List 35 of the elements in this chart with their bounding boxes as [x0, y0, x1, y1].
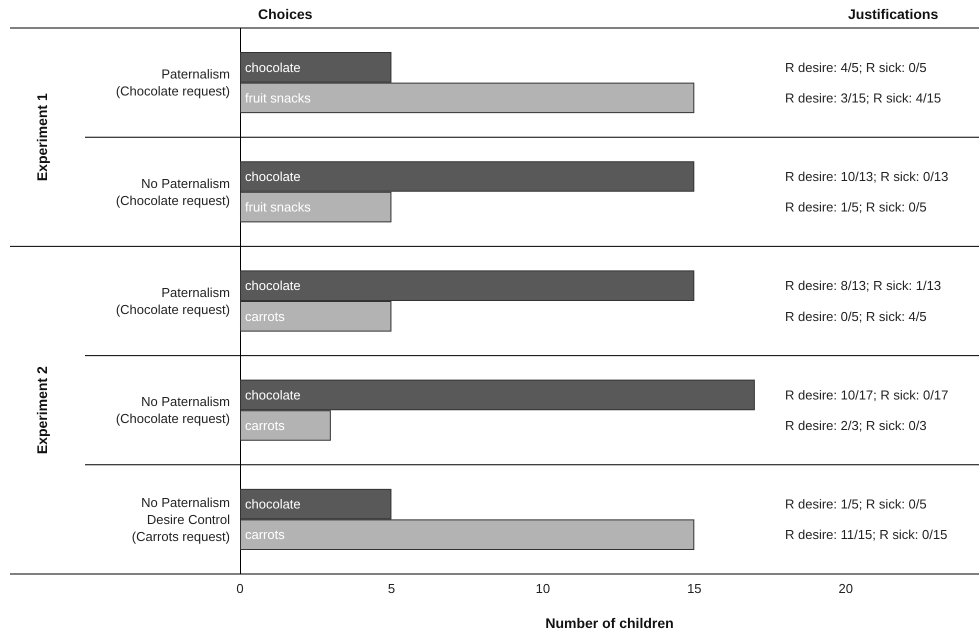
- data-label: carrots: [245, 308, 286, 324]
- x-tick-label: 0: [236, 581, 244, 596]
- annotation: R desire: 3/15; R sick: 4/15: [785, 90, 942, 106]
- annotation: R desire: 0/5; R sick: 4/5: [785, 308, 927, 324]
- x-axis-title: Number of children: [545, 615, 674, 631]
- annotation: R desire: 1/5; R sick: 0/5: [785, 200, 927, 215]
- annotation: R desire: 11/15; R sick: 0/15: [785, 527, 948, 542]
- y-tick-label: No Paternalism Desire Control (Carrots request): [132, 494, 230, 544]
- y-tick-label: No Paternalism (Chocolate request): [116, 176, 230, 208]
- y-tick-label: No Paternalism (Chocolate request): [116, 394, 230, 426]
- data-label: chocolate: [245, 60, 301, 75]
- annotation: R desire: 10/17; R sick: 0/17: [785, 387, 948, 402]
- data-label: carrots: [245, 527, 286, 542]
- data-label: chocolate: [245, 387, 301, 402]
- x-tick-label: 5: [388, 581, 396, 596]
- annotation: R desire: 8/13; R sick: 1/13: [785, 278, 942, 294]
- data-label: chocolate: [245, 169, 301, 184]
- data-label: chocolate: [245, 278, 301, 294]
- data-label: fruit snacks: [245, 90, 312, 106]
- text: Justifications: [848, 6, 938, 22]
- annotation: R desire: 2/3; R sick: 0/3: [785, 418, 927, 433]
- annotation: R desire: 1/5; R sick: 0/5: [785, 496, 927, 512]
- annotation: R desire: 4/5; R sick: 0/5: [785, 60, 927, 75]
- y-tick-label: Paternalism (Chocolate request): [116, 285, 230, 317]
- data-label: fruit snacks: [245, 200, 312, 215]
- x-tick-label: 10: [536, 581, 550, 596]
- text: Experiment 2: [34, 366, 50, 454]
- text: Experiment 1: [34, 93, 50, 182]
- annotation: R desire: 10/13; R sick: 0/13: [785, 169, 948, 184]
- text: Choices: [258, 6, 313, 22]
- y-tick-label: Paternalism (Chocolate request): [116, 66, 230, 99]
- x-tick-label: 20: [838, 581, 853, 596]
- data-label: chocolate: [245, 496, 301, 512]
- x-tick-label: 15: [687, 581, 702, 596]
- data-label: carrots: [245, 418, 286, 433]
